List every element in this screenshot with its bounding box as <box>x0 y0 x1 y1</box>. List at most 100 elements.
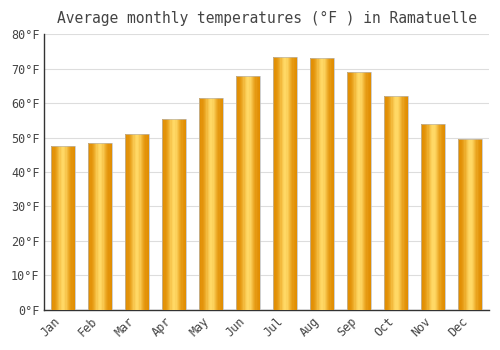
Bar <box>443 124 444 310</box>
Bar <box>94 143 95 310</box>
Bar <box>180 119 182 310</box>
Bar <box>310 58 312 310</box>
Bar <box>208 98 210 310</box>
Bar <box>51 146 75 310</box>
Bar <box>162 119 164 310</box>
Bar <box>106 143 107 310</box>
Bar <box>360 72 362 310</box>
Bar <box>134 134 136 310</box>
Bar <box>333 58 334 310</box>
Bar <box>68 146 69 310</box>
Bar <box>273 57 274 310</box>
Bar <box>314 58 315 310</box>
Title: Average monthly temperatures (°F ) in Ramatuelle: Average monthly temperatures (°F ) in Ra… <box>56 11 476 26</box>
Bar <box>108 143 110 310</box>
Bar <box>99 143 100 310</box>
Bar <box>88 143 112 310</box>
Bar <box>432 124 434 310</box>
Bar <box>202 98 204 310</box>
Bar <box>93 143 94 310</box>
Bar <box>422 124 446 310</box>
Bar <box>384 96 386 310</box>
Bar <box>479 139 480 310</box>
Bar <box>240 76 241 310</box>
Bar <box>221 98 222 310</box>
Bar <box>51 146 52 310</box>
Bar <box>468 139 469 310</box>
Bar <box>473 139 474 310</box>
Bar <box>58 146 59 310</box>
Bar <box>358 72 360 310</box>
Bar <box>236 76 238 310</box>
Bar <box>289 57 290 310</box>
Bar <box>370 72 372 310</box>
Bar <box>95 143 96 310</box>
Bar <box>442 124 443 310</box>
Bar <box>242 76 244 310</box>
Bar <box>279 57 280 310</box>
Bar <box>63 146 64 310</box>
Bar <box>146 134 148 310</box>
Bar <box>284 57 285 310</box>
Bar <box>246 76 247 310</box>
Bar <box>428 124 430 310</box>
Bar <box>70 146 71 310</box>
Bar <box>143 134 144 310</box>
Bar <box>318 58 320 310</box>
Bar <box>280 57 281 310</box>
Bar <box>222 98 223 310</box>
Bar <box>258 76 259 310</box>
Bar <box>332 58 333 310</box>
Bar <box>400 96 401 310</box>
Bar <box>390 96 392 310</box>
Bar <box>368 72 369 310</box>
Bar <box>74 146 75 310</box>
Bar <box>464 139 466 310</box>
Bar <box>407 96 408 310</box>
Bar <box>458 139 482 310</box>
Bar <box>288 57 289 310</box>
Bar <box>60 146 62 310</box>
Bar <box>179 119 180 310</box>
Bar <box>166 119 167 310</box>
Bar <box>328 58 330 310</box>
Bar <box>278 57 279 310</box>
Bar <box>470 139 472 310</box>
Bar <box>292 57 294 310</box>
Bar <box>210 98 211 310</box>
Bar <box>205 98 206 310</box>
Bar <box>199 98 223 310</box>
Bar <box>406 96 407 310</box>
Bar <box>363 72 364 310</box>
Bar <box>256 76 258 310</box>
Bar <box>137 134 138 310</box>
Bar <box>128 134 130 310</box>
Bar <box>200 98 202 310</box>
Bar <box>431 124 432 310</box>
Bar <box>316 58 318 310</box>
Bar <box>89 143 90 310</box>
Bar <box>274 57 276 310</box>
Bar <box>142 134 143 310</box>
Bar <box>478 139 479 310</box>
Bar <box>241 76 242 310</box>
Bar <box>474 139 475 310</box>
Bar <box>394 96 395 310</box>
Bar <box>312 58 314 310</box>
Bar <box>480 139 481 310</box>
Bar <box>348 72 350 310</box>
Bar <box>136 134 137 310</box>
Bar <box>324 58 326 310</box>
Bar <box>102 143 104 310</box>
Bar <box>72 146 74 310</box>
Bar <box>185 119 186 310</box>
Bar <box>384 96 408 310</box>
Bar <box>204 98 205 310</box>
Bar <box>322 58 324 310</box>
Bar <box>110 143 111 310</box>
Bar <box>357 72 358 310</box>
Bar <box>206 98 208 310</box>
Bar <box>458 139 460 310</box>
Bar <box>321 58 322 310</box>
Bar <box>217 98 218 310</box>
